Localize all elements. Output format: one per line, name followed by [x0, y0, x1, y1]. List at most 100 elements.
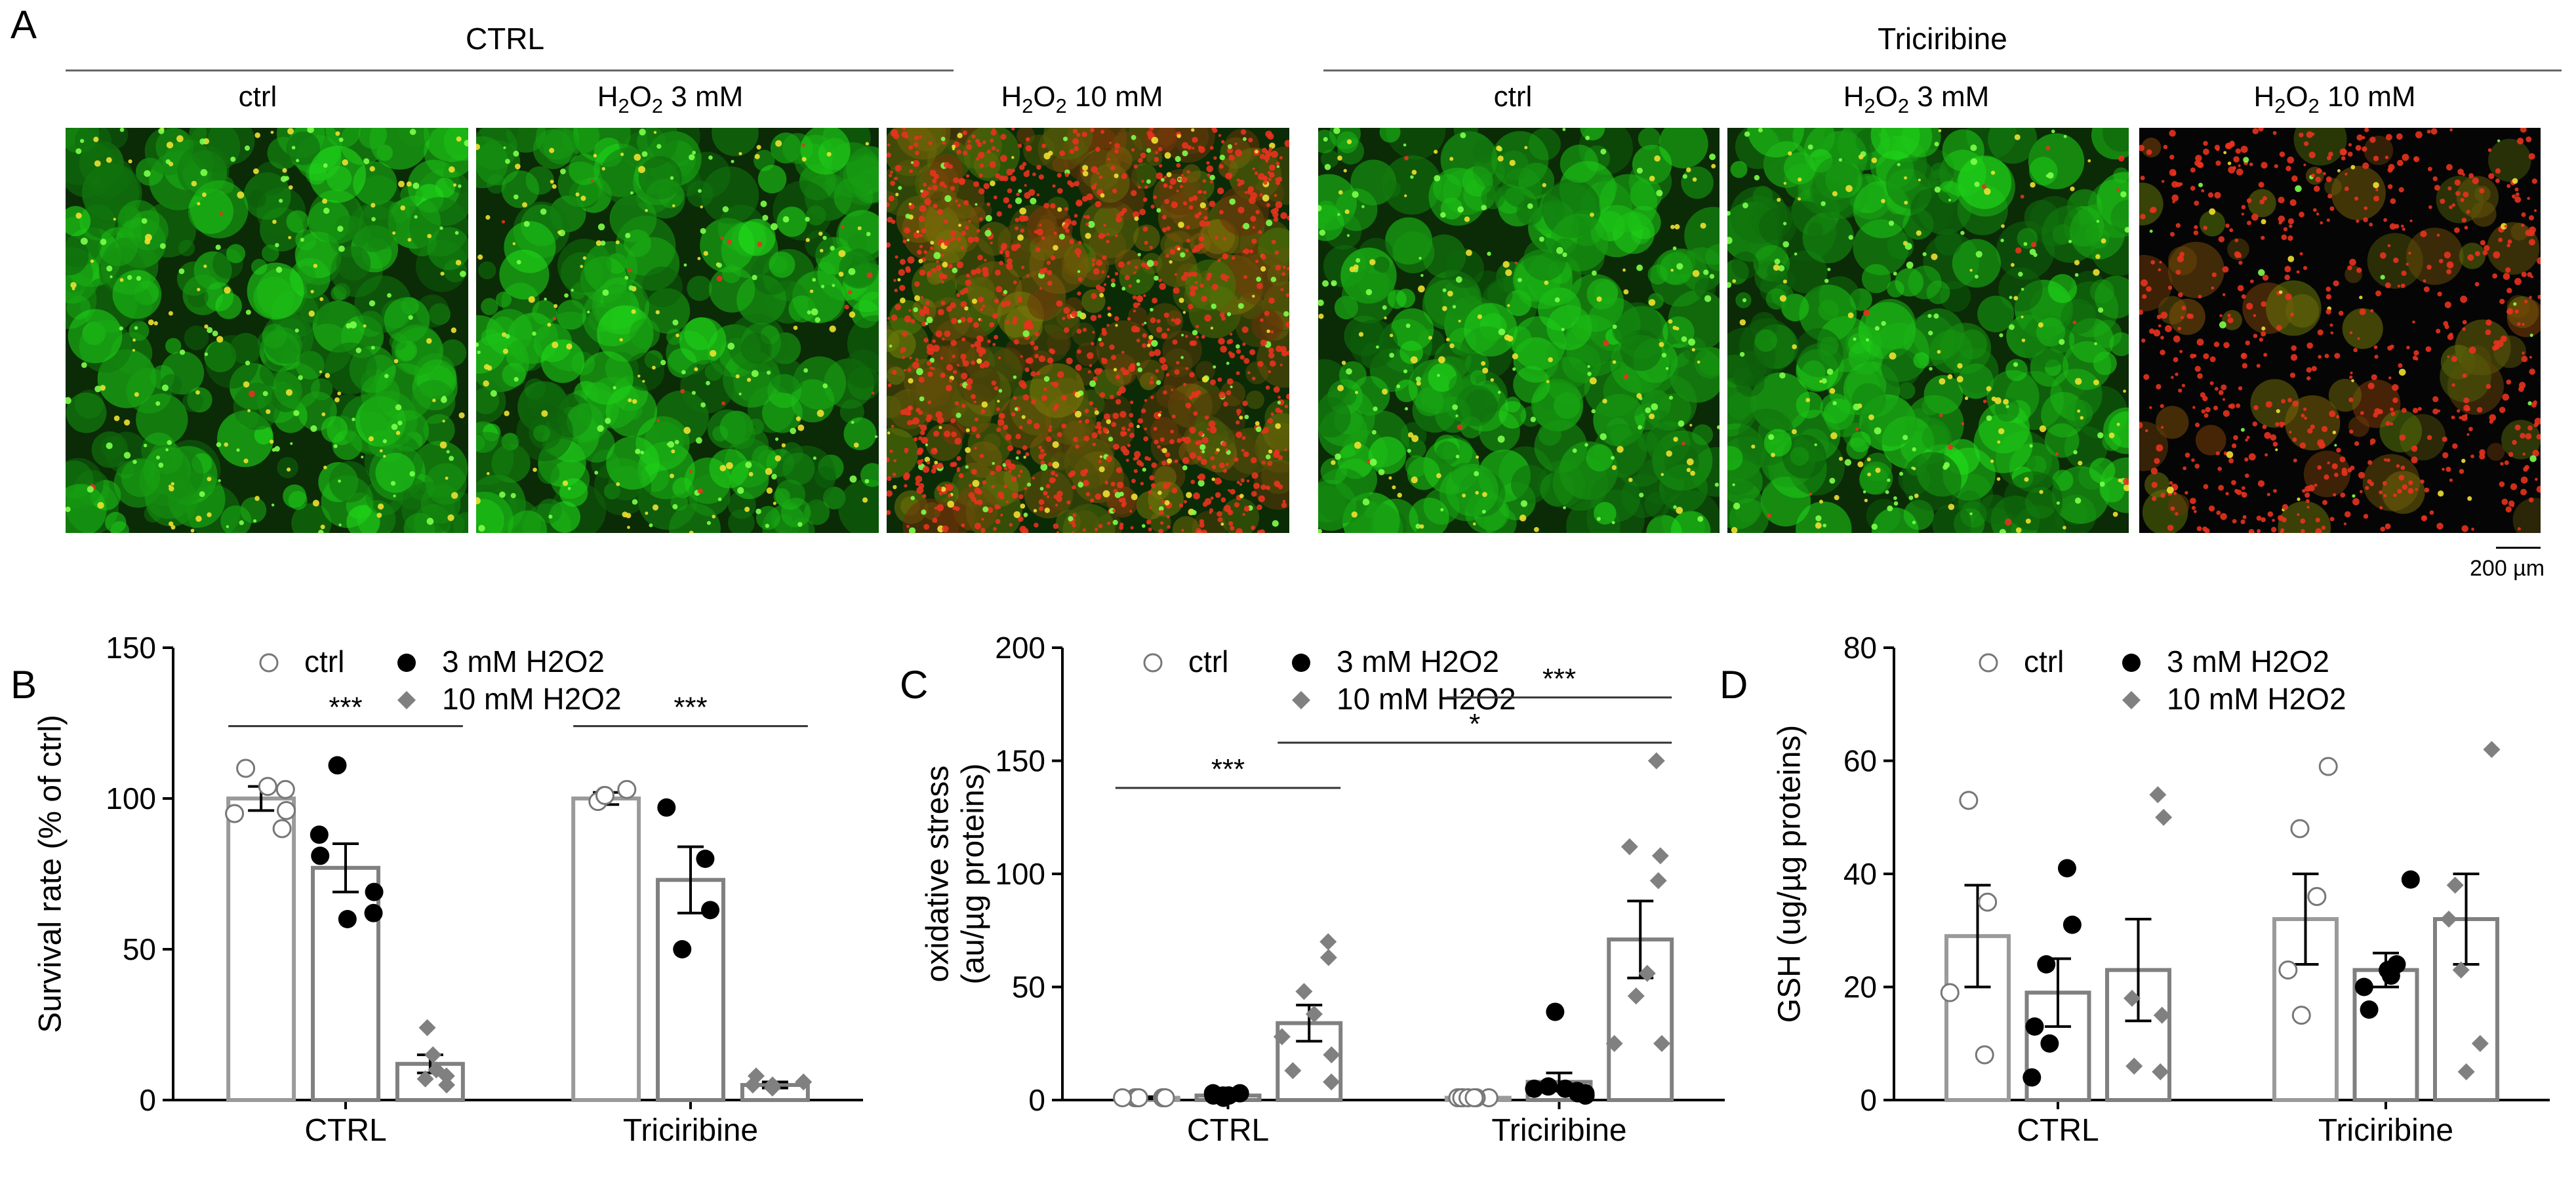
data-point — [2401, 870, 2420, 889]
y-tick-label: 60 — [1843, 744, 1877, 778]
legend-marker — [2122, 691, 2141, 709]
micrograph-triciribine-3mM — [1727, 128, 2129, 533]
chart-c: C 0 50 100 150 200 oxidative stress (au/µg prot… — [900, 631, 1725, 1148]
micrograph-triciribine-10mM — [2139, 128, 2541, 533]
bar — [226, 797, 296, 1102]
significance-label: *** — [329, 692, 362, 724]
data-point — [2483, 741, 2501, 758]
data-point — [1219, 1086, 1238, 1105]
data-point — [795, 1073, 813, 1091]
y-tick-label: 50 — [1012, 970, 1045, 1004]
chart-b: B 0 50 100 150 Survival rate (% of ctrl) CTRL T… — [10, 631, 863, 1148]
data-point — [1156, 1088, 1175, 1108]
legend-label: ctrl — [304, 644, 344, 679]
data-point — [696, 850, 715, 868]
micrograph-triciribine-ctrl — [1318, 128, 1720, 533]
data-point — [2360, 1000, 2379, 1019]
data-point — [1638, 964, 1656, 982]
data-point — [424, 1046, 442, 1063]
y-tick-label: 100 — [106, 781, 156, 816]
micrograph-ctrl-3mM — [476, 128, 879, 533]
legend-label: ctrl — [2024, 644, 2064, 679]
data-point — [1319, 949, 1337, 966]
data-point — [1129, 1088, 1148, 1108]
data-point — [437, 1067, 455, 1085]
legend-label: 3 mM H2O2 — [2167, 644, 2329, 679]
data-point — [1978, 892, 1998, 912]
data-point — [1959, 791, 1979, 810]
column-title-10mM-2: H2O2 10 mM — [2253, 81, 2416, 117]
data-point — [763, 1076, 781, 1093]
data-point — [1647, 752, 1665, 770]
data-point — [1113, 1088, 1133, 1108]
data-point — [673, 940, 692, 958]
y-axis-label: Survival rate (% of ctrl) — [33, 715, 68, 1033]
x-tick-label: Triciribine — [1491, 1113, 1626, 1148]
significance-label: *** — [1211, 753, 1245, 785]
panel-a-letter: A — [10, 3, 37, 47]
y-tick-label: 200 — [995, 631, 1045, 665]
y-tick-label: 100 — [995, 857, 1045, 891]
data-point — [2291, 1006, 2311, 1025]
y-tick-label: 20 — [1843, 970, 1877, 1004]
data-point — [438, 1076, 456, 1093]
data-point — [1464, 1088, 1484, 1108]
x-tick-label: CTRL — [304, 1113, 386, 1148]
y-tick-label: 0 — [1860, 1083, 1877, 1117]
group-title-ctrl: CTRL — [465, 22, 545, 56]
x-tick-label: CTRL — [2017, 1113, 2099, 1148]
data-point — [1284, 1062, 1302, 1080]
legend-label: ctrl — [1188, 644, 1228, 679]
bar — [311, 865, 380, 1103]
data-point — [1649, 872, 1667, 890]
data-point — [2446, 877, 2464, 894]
data-point — [1975, 1045, 1994, 1065]
data-point — [2040, 1034, 2059, 1053]
scale-bar — [2496, 547, 2541, 549]
panel-letter: B — [10, 663, 37, 707]
x-tick-label: Triciribine — [2318, 1113, 2453, 1148]
legend-label: 10 mM H2O2 — [1337, 682, 1516, 716]
data-point — [2123, 989, 2141, 1007]
legend-marker — [397, 654, 416, 672]
data-point — [2063, 915, 2082, 934]
data-point — [1319, 933, 1337, 951]
data-point — [1627, 987, 1645, 1005]
data-point — [364, 903, 383, 922]
panel-letter: C — [900, 663, 928, 707]
data-point — [1525, 1079, 1544, 1098]
data-point — [418, 1019, 436, 1036]
micrograph-ctrl-ctrl — [66, 128, 468, 533]
data-point — [2471, 1034, 2489, 1052]
data-point — [1273, 1028, 1291, 1046]
data-point — [1576, 1084, 1595, 1103]
column-title-3mM-1: H2O2 3 mM — [597, 81, 744, 117]
group-separator-triciribine — [1323, 69, 2562, 71]
column-title-10mM-1: H2O2 10 mM — [1001, 81, 1163, 117]
data-point — [328, 756, 347, 775]
data-point — [1323, 1073, 1340, 1091]
data-point — [311, 846, 330, 865]
data-point — [1323, 1046, 1340, 1063]
significance-label: *** — [1542, 663, 1576, 695]
legend-marker — [1979, 653, 1998, 673]
y-tick-label: 0 — [139, 1083, 156, 1117]
y-axis-label: (au/µg proteins) — [956, 763, 991, 984]
data-point — [1546, 1002, 1565, 1021]
micrograph-ctrl-10mM — [887, 128, 1289, 533]
data-point — [1651, 847, 1669, 865]
y-axis-label: GSH (ug/µg proteins) — [1773, 725, 1807, 1023]
legend-marker — [1292, 691, 1310, 709]
panel-letter: D — [1720, 663, 1748, 707]
data-point — [2381, 966, 2400, 985]
data-point — [258, 777, 277, 797]
data-point — [236, 758, 256, 778]
chart-d: D 0 20 40 60 80 GSH (ug/µg proteins) CTRL Tricir… — [1720, 631, 2550, 1148]
data-point — [338, 910, 357, 928]
legend-label: 10 mM H2O2 — [442, 682, 622, 716]
x-tick-label: Triciribine — [623, 1113, 758, 1148]
data-point — [272, 819, 292, 838]
data-point — [1605, 1034, 1623, 1052]
data-point — [2155, 808, 2173, 826]
